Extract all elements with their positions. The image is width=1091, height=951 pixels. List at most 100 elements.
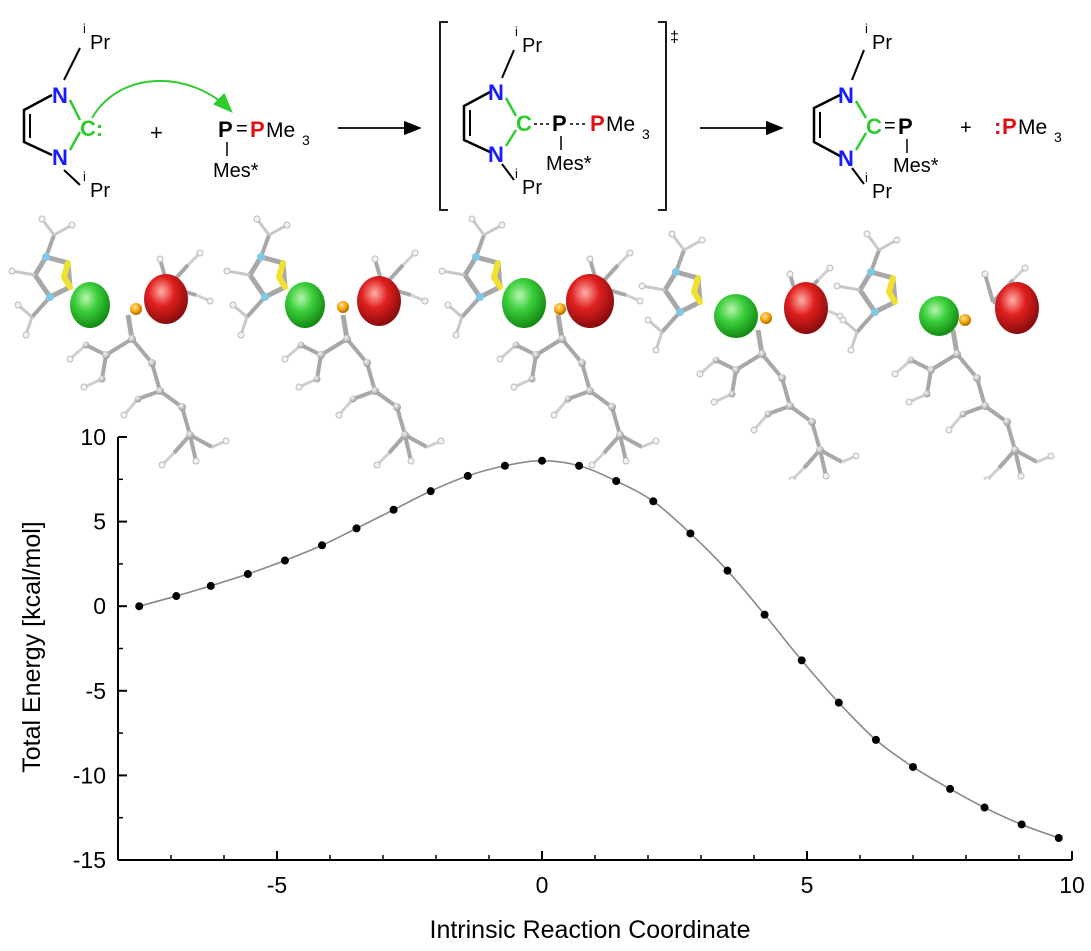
data-point [834, 698, 843, 707]
data-point [612, 476, 621, 485]
data-point [538, 456, 546, 465]
phosphorus-atom [760, 312, 772, 324]
product: N N C = P Mes* i Pr i Pr [812, 21, 939, 203]
donor-lobe [714, 294, 758, 338]
product-ipr-bottom-sup: i [865, 170, 868, 185]
ts-dagger: ‡ [670, 29, 679, 46]
plot-axes [117, 436, 1073, 861]
ts-bracket-left [439, 21, 448, 211]
product-ipr-top: Pr [872, 32, 892, 54]
data-point [352, 524, 361, 533]
product-p: P [898, 114, 913, 139]
x-tick-label: -5 [267, 872, 287, 898]
data-point [206, 581, 215, 590]
donor-lobe [502, 278, 546, 328]
ts-ipr-top: Pr [522, 35, 542, 57]
pme3-colon: : [994, 114, 1001, 139]
acceptor-lobe [995, 282, 1039, 334]
y-axis-label: Total Energy [kcal/mol] [18, 521, 46, 773]
product-n-top: N [838, 83, 854, 108]
data-point [280, 556, 289, 565]
snapshot-5 [834, 231, 1054, 480]
data-point [649, 497, 658, 506]
product-double-bond: = [884, 115, 896, 137]
electron-flow-arrow [91, 80, 233, 119]
x-tick-label: 0 [536, 872, 549, 898]
y-tick-label: 5 [93, 509, 106, 535]
nhc-reactant: N N C: i Pr i Pr [22, 21, 233, 202]
y-tick-label: -10 [73, 762, 106, 788]
tick-labels: 10 5 0 -5 -10 -15 -5 0 5 10 [73, 424, 1085, 898]
acceptor-lobe [144, 274, 188, 324]
donor-lobe [70, 282, 110, 328]
ts-carbon: C [516, 111, 532, 136]
data-point [980, 803, 989, 812]
data-point [871, 735, 880, 744]
ipr-top-sup: i [83, 21, 86, 36]
product-ipr-bottom: Pr [872, 181, 892, 203]
y-tick-label: -5 [86, 678, 106, 704]
p-atom: P [218, 117, 233, 142]
carbene-carbon: C: [80, 116, 103, 141]
snapshot-4 [639, 231, 859, 480]
ts-ipr-top-sup: i [515, 24, 518, 39]
product-ipr-top-sup: i [865, 21, 868, 36]
phosphorus-atom [337, 301, 349, 313]
data-point [760, 610, 769, 619]
ipr-top: Pr [90, 32, 110, 54]
pme3-sub: 3 [302, 132, 310, 148]
data-point [723, 566, 732, 575]
plus-sign-2: + [960, 117, 972, 139]
pme3-product-p: P [1002, 114, 1017, 139]
data-points [135, 456, 1063, 843]
acceptor-lobe [357, 276, 401, 326]
y-tick-label: 10 [80, 424, 106, 450]
ts-pme3-me: Me [606, 113, 635, 136]
data-point [797, 656, 806, 665]
phosphinidene-reactant: P = P Me 3 Mes* [213, 117, 310, 182]
nhc-n-bottom: N [52, 145, 68, 170]
ts-ipr-bottom-sup: i [515, 166, 518, 181]
data-point [1017, 820, 1026, 829]
ipr-bottom: Pr [90, 180, 110, 202]
reaction-scheme: N N C: i Pr i Pr + P = P Me 3 Mes* ‡ N N… [22, 21, 1062, 211]
data-point [243, 570, 252, 579]
ts-p: P [552, 111, 567, 136]
data-point [909, 762, 917, 771]
data-point [389, 505, 398, 514]
product-mes-star: Mes* [893, 155, 939, 177]
data-point [318, 541, 327, 550]
ts-bracket-right [658, 21, 667, 211]
snapshot-2 [224, 216, 444, 468]
donor-lobe [919, 296, 959, 336]
ipr-bottom-sup: i [83, 169, 86, 184]
product-carbon: C [866, 114, 882, 139]
plus-sign-1: + [150, 120, 163, 145]
data-point [500, 461, 509, 470]
pme3-product-sub: 3 [1054, 129, 1062, 145]
mes-star: Mes* [213, 160, 259, 182]
donor-lobe [285, 282, 325, 328]
phosphorus-atom [554, 303, 566, 315]
snapshot-3 [439, 216, 659, 468]
phosphorus-atom [130, 303, 142, 315]
data-point [463, 471, 472, 480]
data-point [135, 602, 144, 611]
pme3-product-me: Me [1018, 116, 1047, 139]
ts-pme3-p: P [590, 111, 605, 136]
orbital-snapshots [0, 0, 1091, 480]
y-tick-label: -15 [73, 847, 106, 873]
energy-curve-line [138, 459, 1060, 839]
pme3-me: Me [266, 119, 295, 142]
pme3-product: : P Me 3 [994, 114, 1062, 145]
ts-n-bottom: N [488, 142, 504, 167]
data-point [575, 461, 584, 470]
data-point [426, 487, 435, 496]
ts-pme3-sub: 3 [642, 126, 650, 142]
pme3-p: P [250, 117, 265, 142]
data-point [1054, 834, 1063, 843]
acceptor-lobe [784, 282, 828, 334]
product-n-bottom: N [838, 146, 854, 171]
snapshot-1 [9, 216, 229, 468]
data-point [946, 784, 955, 793]
